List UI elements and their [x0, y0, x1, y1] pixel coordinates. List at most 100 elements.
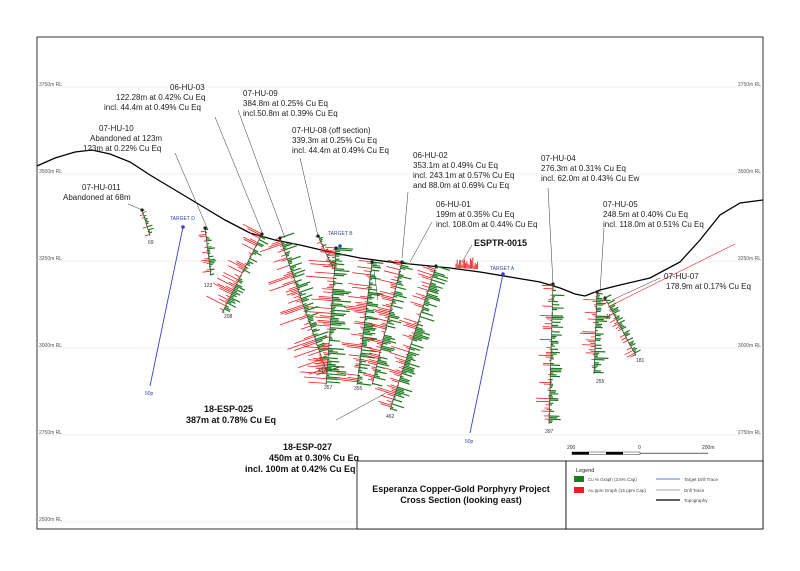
callout-06-hu-01: 06-HU-01 199m at 0.35% Cu Eq incl. 108.0…	[436, 200, 537, 229]
au-assay-graph	[601, 299, 636, 358]
scale-right: 200m	[702, 445, 715, 451]
drill-hole	[139, 208, 154, 237]
cu-assay-graph	[326, 247, 354, 385]
legend-au-label: Au ppm Graph (15 ppm Cap)	[588, 488, 647, 493]
elevation-labels-right: 3750m RL 3500m RL 3250m RL 3000m RL 2750…	[738, 82, 761, 436]
cu-assay-graph	[604, 294, 641, 356]
hu07-extension-line	[611, 243, 736, 306]
elev-label: 3750m RL	[39, 82, 62, 88]
hole-result: 353.1m at 0.49% Cu Eq	[413, 161, 498, 170]
hole-result: incl.50.8m at 0.39% Cu Eq	[243, 109, 338, 118]
legend-topo-label: Topography	[684, 498, 708, 503]
hole-name: 07-HU-011	[82, 183, 121, 192]
scale-left: 200	[567, 445, 576, 451]
elev-label: 2500m RL	[39, 517, 62, 523]
elev-label: 2750m RL	[39, 430, 62, 436]
legend-target-label: Target Drill Trace	[684, 477, 719, 482]
hole-result: 276.3m at 0.31% Cu Eq	[541, 164, 626, 173]
hole-collar	[603, 296, 607, 300]
callout-06-hu-03: 06-HU-03 122.28m at 0.42% Cu Eq incl. 44…	[104, 83, 205, 112]
callout-07-hu-09: 07-HU-09 384.8m at 0.25% Cu Eq incl.50.8…	[243, 89, 338, 118]
drill-hole	[375, 264, 450, 412]
target-traces	[149, 226, 504, 434]
hole-collar	[278, 236, 282, 240]
elev-label: 3000m RL	[738, 343, 761, 349]
drill-trace	[356, 261, 373, 386]
trench-au-graph	[455, 257, 479, 270]
cu-assay-graph	[204, 227, 217, 275]
depth-label: 208	[224, 314, 233, 320]
hole-result: 123m at 0.22% Cu Eq	[83, 144, 161, 153]
callout-06-hu-02: 06-HU-02 353.1m at 0.49% Cu Eq incl. 243…	[413, 151, 514, 190]
hole-result: incl. 108.0m at 0.44% Cu Eq	[436, 220, 537, 229]
hole-result: incl. 100m at 0.42% Cu Eq	[245, 464, 356, 474]
drill-trace	[604, 297, 637, 357]
drill-hole	[334, 260, 384, 386]
au-assay-graph	[206, 223, 263, 311]
hole-result: incl. 44.4m at 0.49% Cu Eq	[292, 146, 389, 155]
depth-label: 357	[324, 385, 333, 391]
elev-label: 3750m RL	[738, 82, 761, 88]
target-d-trace	[149, 226, 184, 387]
drill-trace	[548, 283, 554, 425]
elev-label: 3250m RL	[39, 256, 62, 262]
legend-cu-label: Cu % Graph (3.5% Cap)	[588, 477, 637, 482]
drill-hole	[259, 232, 340, 376]
elev-label: 3500m RL	[738, 169, 761, 175]
hole-name: 07-HU-04	[541, 154, 576, 163]
drill-hole	[198, 226, 217, 277]
hole-result: 384.8m at 0.25% Cu Eq	[243, 99, 328, 108]
hole-result: 248.5m at 0.40% Cu Eq	[603, 210, 688, 219]
hole-result: Abandoned at 68m	[63, 193, 131, 202]
hole-collar	[595, 290, 599, 294]
depth-label: 69	[148, 240, 154, 246]
legend-drill-label: Drill Trace	[684, 488, 705, 493]
hole-collar	[400, 260, 404, 264]
drill-holes	[139, 208, 736, 425]
hole-collar	[370, 260, 374, 264]
depth-label: 355	[354, 386, 363, 392]
cu-assay-graph	[141, 208, 154, 236]
hole-result: incl. 62.0m at 0.43% Cu Ew	[541, 174, 639, 183]
project-title: Esperanza Copper-Gold Porphyry Project	[372, 484, 550, 494]
hole-collar	[260, 232, 264, 236]
hole-name: 18-ESP-027	[283, 442, 332, 452]
hole-result: 178.9m at 0.17% Cu Eq	[666, 282, 751, 291]
section-title: Cross Section (looking east)	[400, 495, 522, 505]
target-d-depth: 50p	[145, 391, 154, 397]
cu-assay-graph	[357, 261, 384, 386]
depth-label: 462	[386, 414, 395, 420]
callout-07-hu-04: 07-HU-04 276.3m at 0.31% Cu Eq incl. 62.…	[541, 154, 639, 183]
target-d-marker	[181, 225, 185, 229]
target-a-label: TARGET A	[490, 266, 515, 272]
hole-name: 18-ESP-025	[204, 404, 253, 414]
drill-trace	[221, 233, 263, 314]
legend-cu-swatch	[574, 476, 584, 482]
topography-line	[36, 149, 764, 297]
hole-name: 07-HU-05	[603, 200, 638, 209]
hole-result: 450m at 0.30% Cu Eq	[269, 453, 359, 463]
elevation-labels-left: 3750m RL 3500m RL 3250m RL 3000m RL 2750…	[39, 82, 62, 523]
trench-esptr-0015	[455, 257, 479, 270]
depth-label: 417	[318, 368, 327, 374]
hole-result: 339.3m at 0.25% Cu Eq	[292, 136, 377, 145]
target-a-marker	[501, 272, 505, 276]
hole-collar	[334, 246, 338, 250]
elev-label: 2750m RL	[738, 430, 761, 436]
hole-name: 07-HU-07	[664, 272, 699, 281]
callout-07-hu-10: 07-HU-10 Abandoned at 123m 123m at 0.22%…	[83, 124, 162, 153]
drill-trace	[141, 209, 151, 237]
hole-result: and 88.0m at 0.69% Cu Eq	[413, 181, 509, 190]
depth-label: 181	[636, 358, 645, 364]
scale-mid: 0	[638, 445, 641, 451]
callout-18-esp-027: 18-ESP-027 450m at 0.30% Cu Eq incl. 100…	[245, 442, 359, 474]
hole-depth-labels: 69 123 208 417 357 355 462 397 255 11 18…	[148, 240, 645, 435]
target-d-label: TARGET D	[170, 216, 195, 222]
elev-label: 3000m RL	[39, 343, 62, 349]
elev-label: 3250m RL	[738, 256, 761, 262]
depth-label: 397	[545, 429, 554, 435]
hole-name: 06-HU-02	[413, 151, 448, 160]
hole-result: 199m at 0.35% Cu Eq	[436, 210, 514, 219]
target-b-marker	[338, 244, 342, 248]
